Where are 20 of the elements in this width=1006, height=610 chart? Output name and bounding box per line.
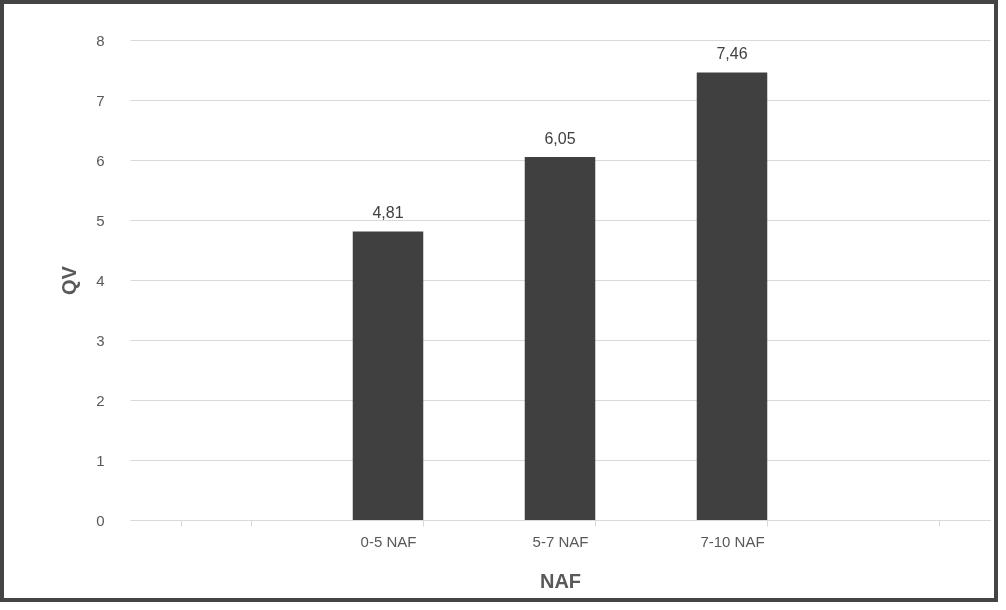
x-tick-label: 7-10 NAF	[700, 532, 765, 550]
data-label: 6,05	[544, 130, 576, 147]
bar	[696, 72, 768, 520]
x-tick-label: 5-7 NAF	[532, 532, 589, 550]
x-axis-title: NAF	[539, 569, 582, 592]
y-tick-label: 1	[96, 451, 105, 469]
y-tick-label: 5	[96, 211, 105, 229]
y-tick-label: 3	[96, 331, 105, 349]
y-tick-label: 7	[96, 91, 105, 109]
y-tick-label: 2	[96, 391, 105, 409]
y-tick-label: 0	[96, 511, 105, 529]
bar	[524, 157, 596, 520]
y-tick-label: 6	[96, 151, 105, 169]
data-label: 4,81	[372, 204, 404, 222]
y-tick-label: 8	[96, 31, 105, 49]
y-tick-label: 4	[96, 271, 105, 289]
data-label: 7,46	[716, 45, 748, 63]
bar	[352, 231, 424, 520]
x-tick-label: 0-5 NAF	[360, 532, 417, 550]
y-axis-title: QV	[58, 265, 81, 295]
